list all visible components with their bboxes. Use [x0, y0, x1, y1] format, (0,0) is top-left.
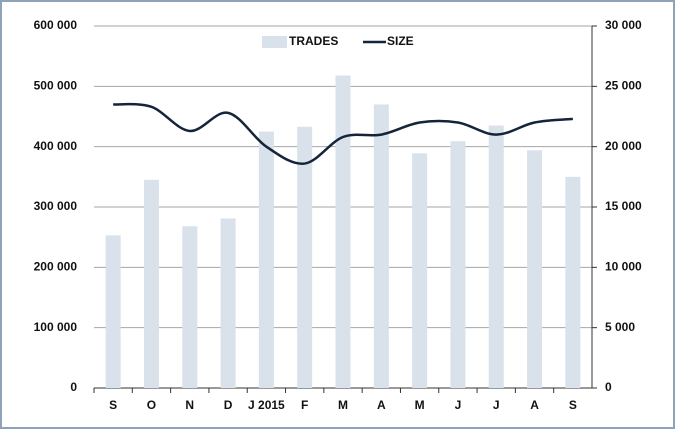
y-tick-label: 200 000 [34, 260, 78, 274]
x-tick-label: A [377, 398, 386, 412]
legend-swatch [262, 36, 287, 48]
line [113, 102, 573, 165]
x-tick-label: S [109, 398, 117, 412]
bar [182, 226, 198, 388]
x-tick-label: M [338, 398, 348, 412]
bar [412, 153, 428, 388]
y2-tick-label: 0 [605, 380, 612, 394]
bar [527, 150, 543, 388]
bar [297, 126, 313, 389]
bar [105, 235, 121, 388]
x-tick-label: J [455, 398, 462, 412]
y-tick-label: 300 000 [34, 199, 78, 213]
legend-label: SIZE [387, 34, 414, 48]
y-tick-label: 0 [70, 380, 77, 394]
x-tick-label: M [415, 398, 425, 412]
x-tick-label: F [301, 398, 308, 412]
y2-tick-label: 5 000 [605, 320, 635, 334]
x-tick-label: O [147, 398, 156, 412]
x-tick-label: S [569, 398, 577, 412]
y2-tick-label: 10 000 [605, 260, 642, 274]
x-tick-label: D [224, 398, 233, 412]
x-tick-label: J [493, 398, 500, 412]
bar [450, 141, 466, 388]
legend-label: TRADES [289, 34, 338, 48]
bar [258, 131, 274, 389]
x-tick-label: N [185, 398, 194, 412]
y2-tick-label: 30 000 [605, 18, 642, 32]
y-tick-label: 600 000 [34, 18, 78, 32]
y2-tick-label: 20 000 [605, 139, 642, 153]
y2-tick-label: 15 000 [605, 199, 642, 213]
x-tick-label: A [530, 398, 539, 412]
x-tick-label: J 2015 [248, 398, 285, 412]
bar [488, 125, 504, 389]
y-tick-label: 500 000 [34, 79, 78, 93]
y-tick-label: 400 000 [34, 139, 78, 153]
y2-tick-label: 25 000 [605, 79, 642, 93]
y-tick-label: 100 000 [34, 320, 78, 334]
bar [143, 179, 159, 388]
bar [565, 176, 581, 388]
bar [220, 218, 236, 388]
bar [335, 75, 351, 389]
bar [373, 104, 389, 388]
